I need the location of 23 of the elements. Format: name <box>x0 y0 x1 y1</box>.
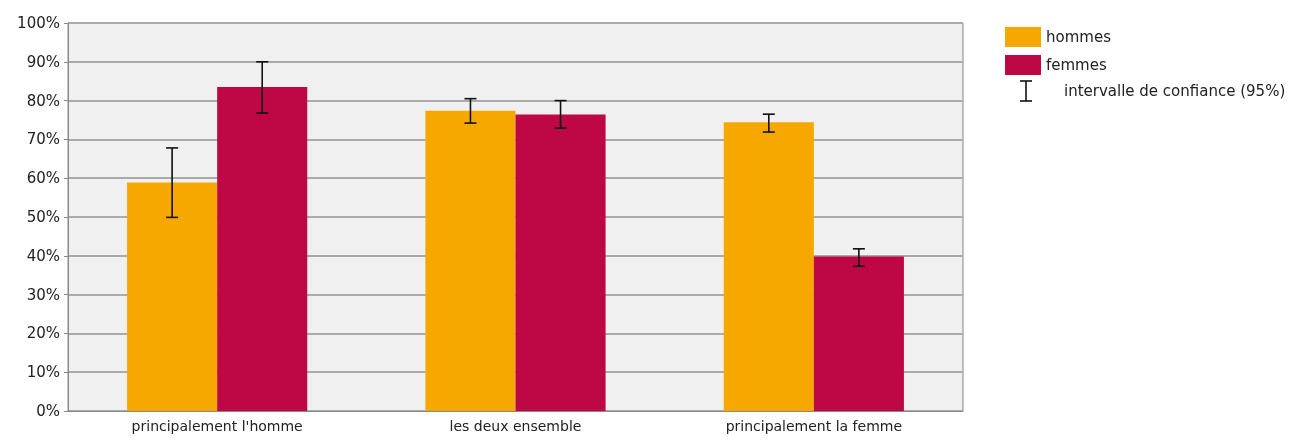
y-tick-label: 40% <box>26 246 60 265</box>
y-tick-label: 0% <box>36 402 60 420</box>
y-tick-label: 10% <box>26 363 60 382</box>
y-tick-label: 100% <box>17 14 60 32</box>
y-tick-label: 50% <box>26 208 60 226</box>
bar <box>127 182 218 411</box>
y-tick-label: 70% <box>26 130 60 149</box>
bar <box>425 110 516 411</box>
bar <box>217 87 308 411</box>
text: intervalle de confiance (95%) <box>1064 82 1286 100</box>
y-tick-label: 30% <box>26 285 60 304</box>
bar <box>515 114 606 411</box>
x-tick-label: principalement la femme <box>725 418 903 434</box>
legend-label: hommes <box>1046 28 1112 46</box>
bar <box>813 256 904 411</box>
y-tick-label: 60% <box>26 169 60 188</box>
legend-label: femmes <box>1046 56 1107 74</box>
y-tick-label: 80% <box>26 91 60 110</box>
y-tick-label: 90% <box>26 52 60 71</box>
x-tick-label: les deux ensemble <box>449 418 582 434</box>
x-tick-label: principalement l'homme <box>131 418 303 434</box>
y-tick-label: 20% <box>26 324 60 343</box>
bar <box>723 122 814 411</box>
